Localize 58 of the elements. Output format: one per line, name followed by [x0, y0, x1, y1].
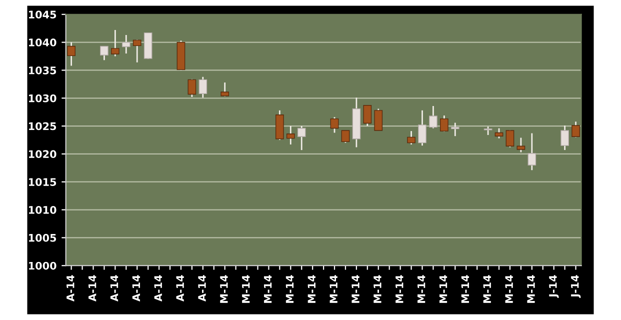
candlestick — [220, 82, 230, 98]
candlestick — [286, 125, 295, 146]
y-tick-label: 1010 — [28, 206, 56, 214]
candlestick — [198, 76, 208, 98]
x-tick-label: A-14 — [132, 275, 140, 302]
x-tick-label: M-14 — [220, 275, 228, 303]
x-tick-label: A-14 — [198, 275, 206, 302]
x-tick-label: J-14 — [549, 275, 559, 298]
candlestick — [528, 132, 536, 171]
candlestick — [560, 124, 569, 151]
y-tick-label: 1030 — [28, 94, 56, 102]
candlestick — [67, 42, 76, 66]
y-tick-label: 1025 — [28, 122, 56, 130]
candlestick — [330, 116, 339, 134]
candlestick — [494, 128, 504, 140]
x-tick-label: M-14 — [461, 275, 469, 303]
candlestick — [188, 78, 196, 98]
x-tick-label: J-14 — [571, 275, 581, 298]
x-tick-label: M-14 — [483, 275, 491, 303]
candlestick — [440, 114, 448, 132]
x-tick-label: M-14 — [374, 275, 382, 303]
y-tick-label: 1045 — [28, 10, 56, 19]
candlestick — [506, 129, 514, 148]
x-tick-label: M-14 — [505, 275, 513, 303]
candlestick — [363, 104, 372, 127]
x-tick-label: A-14 — [154, 275, 162, 302]
candlestick — [516, 137, 526, 153]
candlestick — [418, 110, 426, 146]
candlestick — [341, 130, 350, 144]
candlestick — [572, 120, 580, 138]
candlestick — [429, 105, 438, 129]
y-tick-label: 1040 — [28, 38, 56, 46]
x-tick-label: A-14 — [110, 275, 118, 302]
x-tick-label: M-14 — [308, 275, 316, 303]
y-tick-label: 1020 — [28, 150, 56, 158]
x-tick-label: M-14 — [418, 275, 426, 303]
x-tick-label: M-14 — [242, 275, 250, 303]
candlestick — [407, 130, 416, 146]
x-tick-label: M-14 — [330, 275, 338, 303]
x-tick-label: A-14 — [88, 275, 96, 302]
x-tick-label: M-14 — [352, 275, 360, 303]
y-tick-label: 1000 — [28, 262, 56, 270]
candlestick — [100, 46, 108, 61]
x-tick-label: M-14 — [286, 275, 294, 303]
x-tick-label: A-14 — [176, 275, 184, 302]
candlestick — [122, 34, 130, 54]
x-tick-label: M-14 — [439, 275, 448, 303]
x-tick-label: M-14 — [264, 275, 272, 303]
candlestick — [110, 29, 120, 57]
x-tick-label: M-14 — [396, 275, 404, 303]
y-tick-label: 1015 — [28, 178, 56, 186]
x-tick-label: A-14 — [66, 275, 74, 302]
candlestick — [297, 125, 306, 151]
candlestick — [132, 38, 142, 64]
candlestick — [374, 108, 383, 132]
y-tick-label: 1035 — [28, 66, 56, 74]
x-tick-label: M-14 — [527, 275, 535, 303]
y-tick-label: 1005 — [28, 234, 56, 242]
